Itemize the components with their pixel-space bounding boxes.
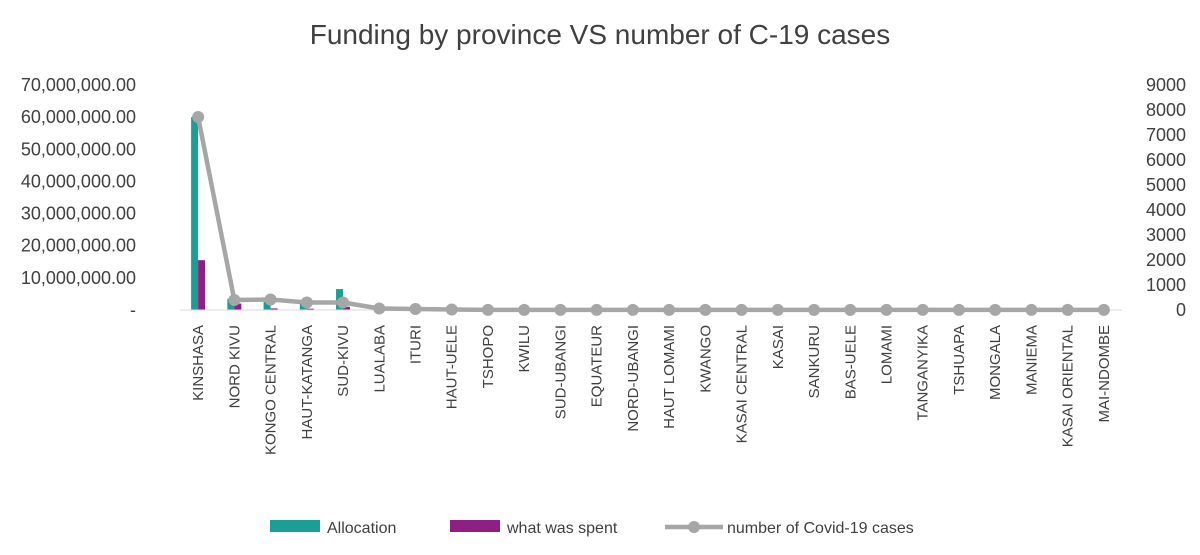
cases-point xyxy=(373,302,386,315)
category-label: TANGANYIKA xyxy=(915,325,932,421)
legend: Allocation what was spent number of Covid-… xyxy=(270,520,914,537)
y-left-tick-label: 20,000,000.00 xyxy=(21,236,136,256)
cases-point xyxy=(481,303,494,316)
category-label: LOMAMI xyxy=(879,325,896,384)
category-label: HAUT-UELE xyxy=(444,325,461,409)
category-label: KASAI ORIENTAL xyxy=(1060,325,1077,447)
cases-point xyxy=(916,303,929,316)
chart-title: Funding by province VS number of C-19 ca… xyxy=(310,19,891,50)
bar-what-was-spent xyxy=(343,306,351,310)
category-label: EQUATEUR xyxy=(589,325,606,407)
y-left-tick-label: 50,000,000.00 xyxy=(21,139,136,159)
y-right-tick-label: 2000 xyxy=(1146,250,1186,270)
category-label: MANIEMA xyxy=(1023,325,1040,395)
right-axis-ticks: 0 1000 2000 3000 4000 5000 6000 7000 8000 9000 xyxy=(1146,75,1186,320)
cases-point xyxy=(989,303,1002,316)
cases-point xyxy=(554,303,567,316)
category-label: KASAI CENTRAL xyxy=(734,325,751,443)
legend-swatch xyxy=(450,520,500,532)
category-label: KWILU xyxy=(516,325,533,373)
cases-point xyxy=(228,294,241,306)
cases-point xyxy=(1025,303,1038,316)
bar-allocation xyxy=(191,117,199,311)
cases-line xyxy=(195,116,1104,313)
cases-point xyxy=(445,303,458,316)
category-label: BAS-UELE xyxy=(842,325,859,399)
legend-marker xyxy=(688,521,700,533)
cases-point xyxy=(735,303,748,316)
category-label: KONGO CENTRAL xyxy=(263,325,280,455)
y-left-tick-label: 40,000,000.00 xyxy=(21,171,136,191)
category-label: NORD KIVU xyxy=(226,325,243,408)
legend-swatch xyxy=(270,520,320,532)
cases-point xyxy=(337,296,350,309)
cases-point xyxy=(808,303,821,316)
bar-allocation xyxy=(263,301,271,310)
bar-what-was-spent xyxy=(234,303,242,310)
category-label: SANKURU xyxy=(806,325,823,398)
y-left-tick-label: 70,000,000.00 xyxy=(21,75,136,95)
category-label: HAUT LOMAMI xyxy=(661,325,678,429)
category-label: LUALABA xyxy=(371,325,388,393)
left-axis-ticks: - 10,000,000.00 20,000,000.00 30,000,000.00… xyxy=(21,75,136,320)
y-right-tick-label: 8000 xyxy=(1146,100,1186,120)
y-right-tick-label: 1000 xyxy=(1146,275,1186,295)
category-labels: KINSHASA NORD KIVU KONGO CENTRAL HAUT-KATAN… xyxy=(190,325,1113,455)
cases-point xyxy=(626,303,639,316)
cases-point xyxy=(663,303,676,316)
cases-point xyxy=(952,303,965,316)
cases-point xyxy=(1061,303,1074,316)
bar-what-was-spent xyxy=(306,308,314,310)
y-left-tick-label: - xyxy=(130,300,136,320)
cases-point xyxy=(518,303,531,316)
category-label: MONGALA xyxy=(987,325,1004,400)
category-label: KASAI xyxy=(770,325,787,369)
cases-line-layer xyxy=(192,111,1110,316)
category-label: HAUT-KATANGA xyxy=(299,325,316,439)
y-left-tick-label: 60,000,000.00 xyxy=(21,107,136,127)
legend-label: what was spent xyxy=(506,520,618,537)
category-label: TSHUAPA xyxy=(951,325,968,395)
y-right-tick-label: 9000 xyxy=(1146,75,1186,95)
category-label: MAI-NDOMBE xyxy=(1096,325,1113,423)
y-right-tick-label: 7000 xyxy=(1146,125,1186,145)
cases-point xyxy=(844,303,857,316)
category-label: KINSHASA xyxy=(190,325,207,401)
legend-label: number of Covid-19 cases xyxy=(727,520,914,537)
category-label: ITURI xyxy=(408,325,425,364)
bar-what-was-spent xyxy=(270,308,278,310)
legend-label: Allocation xyxy=(327,520,396,537)
cases-point xyxy=(699,303,712,316)
category-label: NORD-UBANGI xyxy=(625,325,642,432)
category-label: KWANGO xyxy=(697,325,714,393)
y-right-tick-label: 4000 xyxy=(1146,200,1186,220)
category-label: SUD-KIVU xyxy=(335,325,352,397)
y-right-tick-label: 6000 xyxy=(1146,150,1186,170)
cases-point xyxy=(300,296,313,309)
bar-what-was-spent xyxy=(198,260,206,310)
cases-point xyxy=(771,303,784,316)
cases-point xyxy=(264,293,277,306)
y-right-tick-label: 3000 xyxy=(1146,225,1186,245)
y-left-tick-label: 30,000,000.00 xyxy=(21,204,136,224)
y-right-tick-label: 0 xyxy=(1176,300,1186,320)
y-left-tick-label: 10,000,000.00 xyxy=(21,268,136,288)
cases-point xyxy=(192,111,205,123)
cases-point xyxy=(409,303,422,315)
category-label: TSHOPO xyxy=(480,325,497,388)
y-right-tick-label: 5000 xyxy=(1146,175,1186,195)
category-label: SUD-UBANGI xyxy=(552,325,569,419)
cases-point xyxy=(590,303,603,316)
cases-point xyxy=(880,303,893,316)
cases-point xyxy=(1097,303,1110,316)
